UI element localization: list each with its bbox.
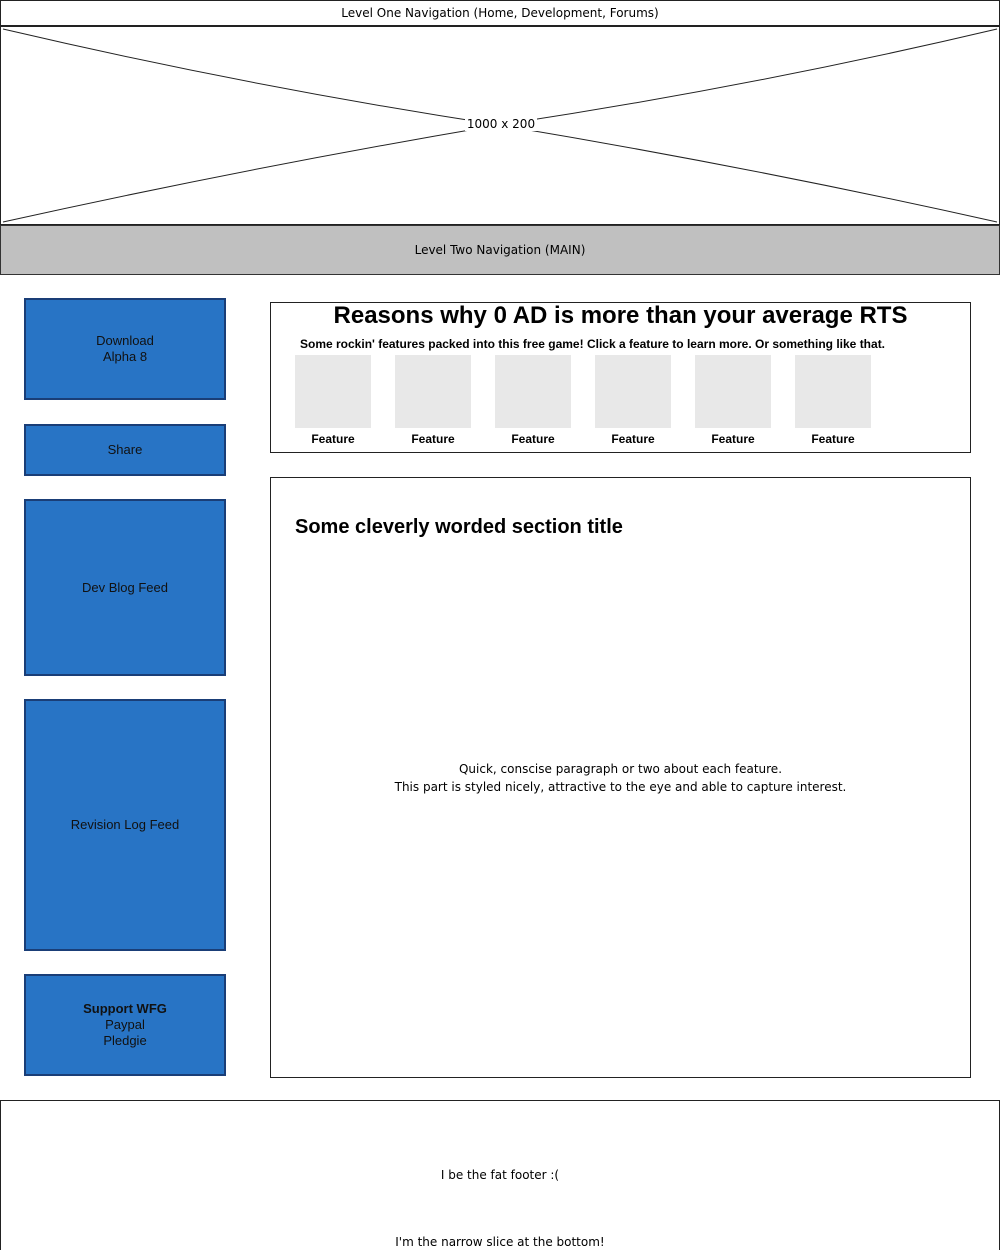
feature-thumbnail <box>795 355 871 428</box>
banner-size-label: 1000 x 200 <box>464 117 538 131</box>
feature-label: Feature <box>511 432 555 446</box>
features-subtitle: Some rockin' features packed into this f… <box>300 337 886 351</box>
features-title: Reasons why 0 AD is more than your avera… <box>333 302 908 329</box>
feature-item[interactable]: Feature <box>795 355 871 446</box>
level-one-navigation[interactable]: Level One Navigation (Home, Development,… <box>0 0 1000 26</box>
support-wfg-box[interactable]: Support WFG Paypal Pledgie <box>24 974 226 1076</box>
feature-thumbnail <box>495 355 571 428</box>
download-label: Download <box>96 333 154 348</box>
level-two-navigation-label: Level Two Navigation (MAIN) <box>414 243 586 257</box>
feature-item[interactable]: Feature <box>595 355 671 446</box>
feature-item[interactable]: Feature <box>695 355 771 446</box>
fat-footer-text: I be the fat footer :( <box>440 1168 560 1182</box>
download-version-label: Alpha 8 <box>102 349 148 364</box>
revision-log-feed[interactable]: Revision Log Feed <box>24 699 226 951</box>
section-title: Some cleverly worded section title <box>295 516 623 538</box>
share-label: Share <box>107 442 143 457</box>
share-button[interactable]: Share <box>24 424 226 476</box>
download-button[interactable]: Download Alpha 8 <box>24 298 226 400</box>
feature-item[interactable]: Feature <box>295 355 371 446</box>
feature-thumbnail <box>295 355 371 428</box>
level-two-navigation[interactable]: Level Two Navigation (MAIN) <box>0 225 1000 275</box>
narrow-footer-text: I'm the narrow slice at the bottom! <box>395 1235 605 1249</box>
feature-item[interactable]: Feature <box>495 355 571 446</box>
feature-label: Feature <box>711 432 755 446</box>
feature-thumbnail <box>595 355 671 428</box>
feature-item[interactable]: Feature <box>395 355 471 446</box>
feature-label: Feature <box>311 432 355 446</box>
feature-detail-section: Some cleverly worded section title Quick… <box>270 477 971 1078</box>
footer: I be the fat footer :( I'm the narrow sl… <box>0 1100 1000 1250</box>
features-panel: Reasons why 0 AD is more than your avera… <box>270 302 971 453</box>
support-wfg-title: Support WFG <box>83 1001 167 1016</box>
banner-image-placeholder: 1000 x 200 <box>0 26 1000 225</box>
section-paragraph-line: This part is styled nicely, attractive t… <box>394 780 847 794</box>
feature-label: Feature <box>811 432 855 446</box>
dev-blog-feed-label: Dev Blog Feed <box>82 579 168 595</box>
feature-thumbnail <box>695 355 771 428</box>
section-paragraph-line: Quick, conscise paragraph or two about e… <box>458 762 783 776</box>
dev-blog-feed[interactable]: Dev Blog Feed <box>24 499 226 676</box>
feature-label: Feature <box>611 432 655 446</box>
level-one-navigation-label: Level One Navigation (Home, Development,… <box>341 6 659 20</box>
revision-log-feed-label: Revision Log Feed <box>70 817 180 832</box>
feature-label: Feature <box>411 432 455 446</box>
section-paragraph: Quick, conscise paragraph or two about e… <box>271 760 970 796</box>
feature-thumbnail <box>395 355 471 428</box>
pledgie-link[interactable]: Pledgie <box>103 1033 147 1048</box>
paypal-link[interactable]: Paypal <box>105 1017 145 1032</box>
